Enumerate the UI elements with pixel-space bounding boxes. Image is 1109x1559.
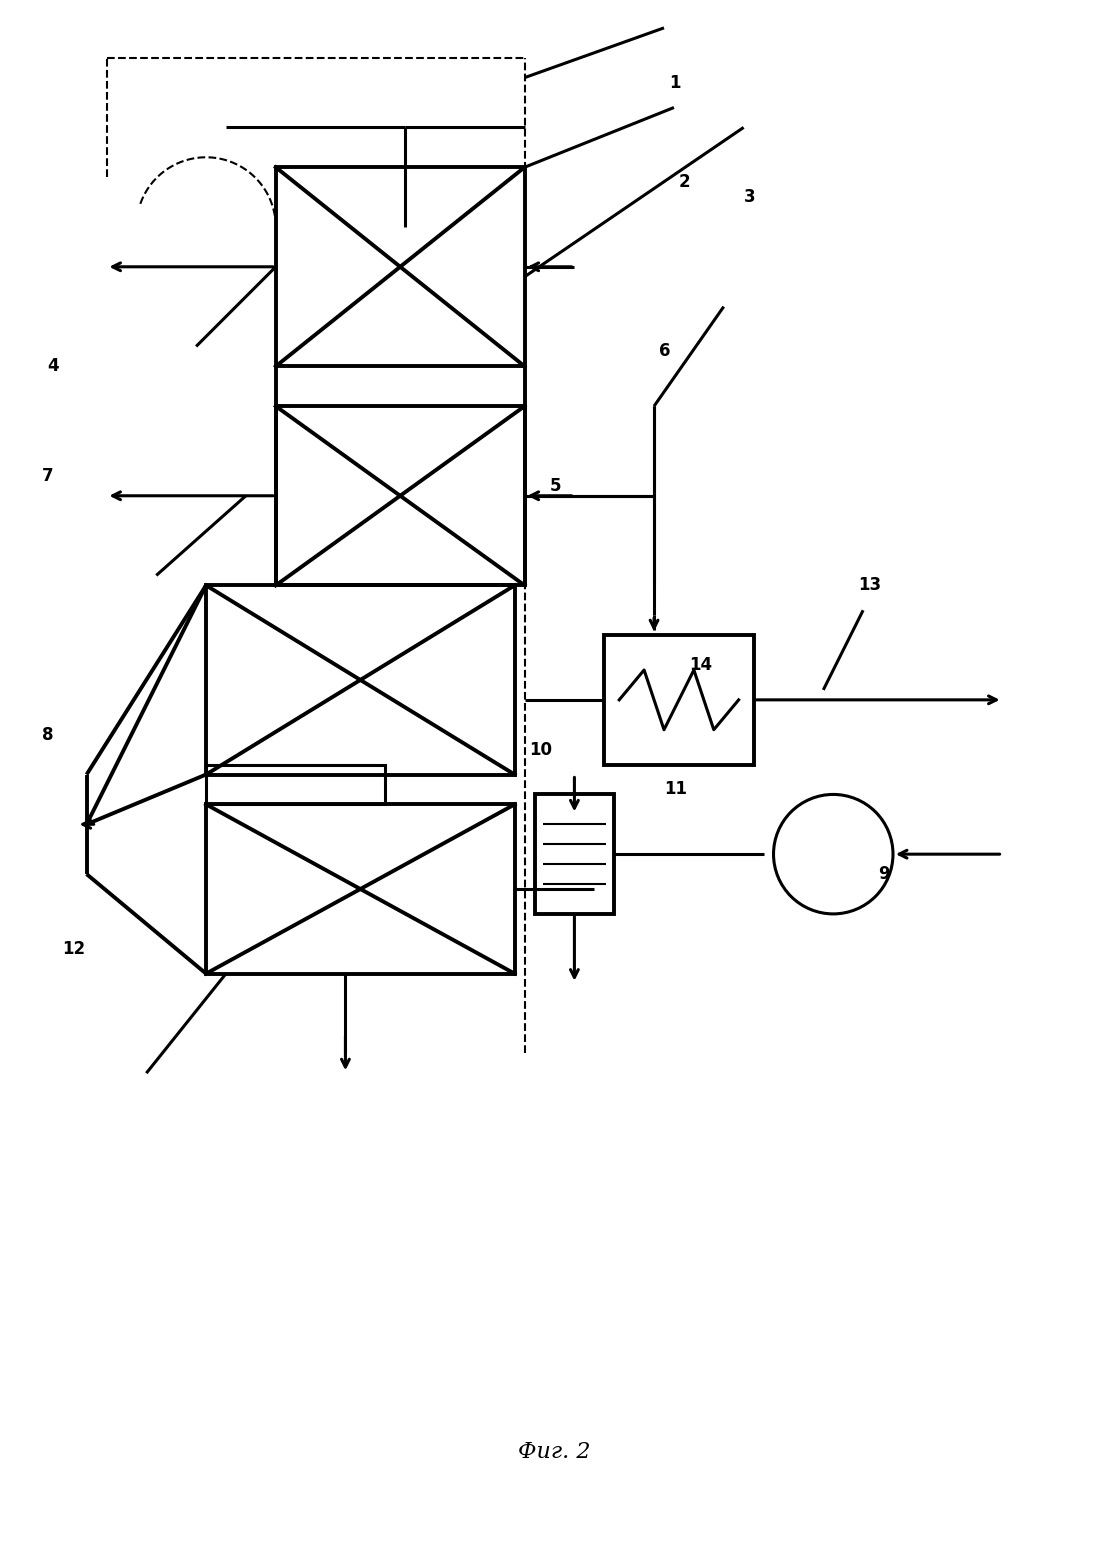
- Text: Фиг. 2: Фиг. 2: [518, 1441, 591, 1462]
- Text: 10: 10: [530, 741, 552, 759]
- Text: 5: 5: [550, 477, 561, 494]
- Text: 12: 12: [62, 940, 84, 957]
- Bar: [535, 795, 614, 914]
- Text: 4: 4: [47, 357, 59, 376]
- Text: 3: 3: [744, 189, 755, 206]
- Bar: [206, 764, 385, 804]
- Bar: [276, 167, 525, 366]
- Text: 8: 8: [42, 725, 53, 744]
- Bar: [206, 804, 515, 974]
- Text: 7: 7: [42, 466, 53, 485]
- Text: 9: 9: [878, 865, 889, 882]
- Text: 1: 1: [669, 73, 681, 92]
- Bar: [604, 635, 754, 764]
- Text: 13: 13: [858, 577, 882, 594]
- Text: 11: 11: [664, 781, 686, 798]
- Bar: [206, 585, 515, 775]
- Bar: [276, 407, 525, 585]
- Text: 6: 6: [659, 343, 671, 360]
- Text: 14: 14: [689, 656, 712, 673]
- Text: 2: 2: [679, 173, 691, 192]
